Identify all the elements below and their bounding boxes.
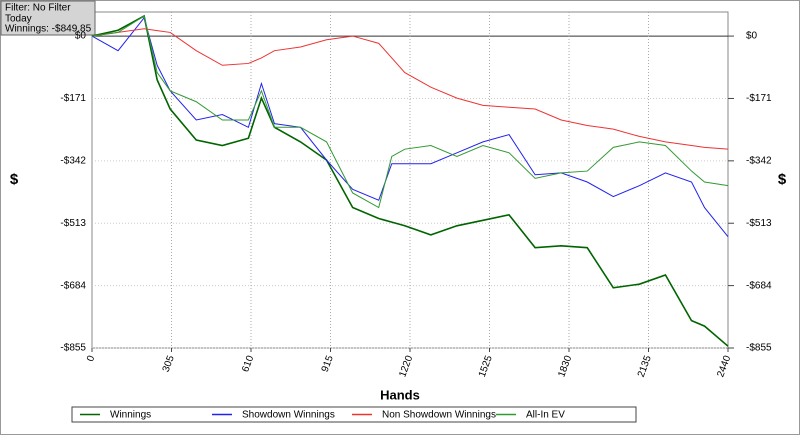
legend-label: All-In EV [526, 410, 565, 421]
y-tick-label: -$513 [60, 218, 86, 229]
annotation: Today [5, 14, 32, 25]
x-axis-title: Hands [380, 387, 420, 402]
legend-label: Showdown Winnings [242, 410, 335, 421]
y2-tick-label: -$684 [746, 280, 772, 291]
series-line [91, 15, 729, 209]
y2-tick-label: -$513 [746, 218, 772, 229]
series-line [91, 14, 729, 347]
series-line [91, 28, 729, 150]
y-tick-label: -$684 [60, 280, 86, 291]
y2-tick-label: -$342 [746, 155, 772, 166]
y-tick-label: $0 [75, 31, 87, 42]
y2-tick-label: -$171 [746, 93, 772, 104]
legend-label: Non Showdown Winnings [382, 410, 496, 421]
y-axis-title: $ [10, 171, 19, 188]
y2-tick-label: -$855 [746, 343, 772, 354]
y2-tick-label: $0 [746, 31, 758, 42]
series-line [91, 16, 729, 238]
filter-box [0, 0, 96, 36]
x-tick-label: 0 [85, 354, 97, 363]
y-tick-label: -$855 [60, 343, 86, 354]
legend-label: Winnings [110, 410, 151, 421]
y-tick-label: -$171 [60, 93, 86, 104]
y2-axis-title: $ [778, 171, 787, 188]
y-tick-label: -$342 [60, 155, 86, 166]
annotation: Winnings: -$849.85 [5, 24, 92, 35]
annotation: Filter: No Filter [5, 3, 71, 14]
